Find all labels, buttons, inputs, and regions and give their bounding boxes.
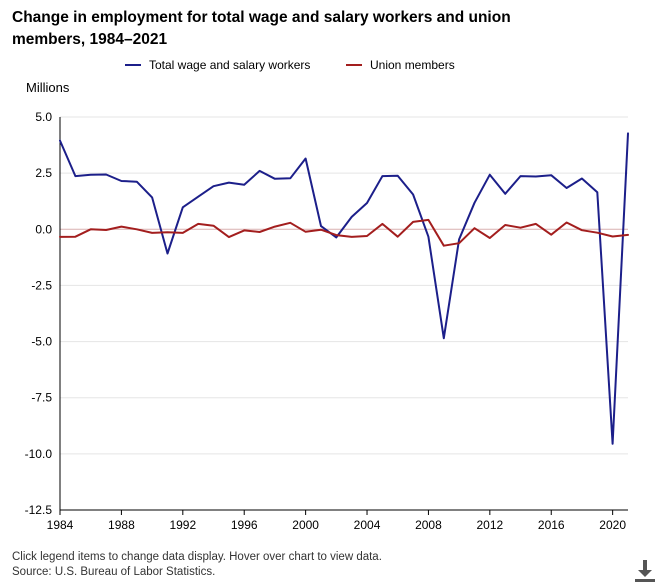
x-tick-label: 2020 (599, 518, 626, 532)
legend-item-total[interactable]: Total wage and salary workers (125, 58, 310, 72)
y-tick-label: -10.0 (25, 447, 53, 461)
x-tick-label: 1988 (108, 518, 135, 532)
x-tick-label: 2008 (415, 518, 442, 532)
y-tick-label: -12.5 (25, 503, 53, 517)
y-tick-label: 0.0 (35, 222, 52, 236)
legend-swatch-total (125, 64, 141, 66)
footnote: Click legend items to change data displa… (12, 551, 382, 563)
y-tick-label: 2.5 (35, 166, 52, 180)
legend-swatch-union (346, 64, 362, 66)
x-tick-label: 2016 (538, 518, 565, 532)
legend: Total wage and salary workers Union memb… (0, 58, 670, 80)
x-tick-label: 1992 (169, 518, 196, 532)
chart-title: Change in employment for total wage and … (12, 9, 511, 48)
download-icon[interactable] (632, 558, 658, 584)
y-tick-label: -7.5 (31, 391, 52, 405)
legend-label-total: Total wage and salary workers (149, 58, 311, 72)
legend-label-union: Union members (370, 58, 455, 72)
y-tick-label: -5.0 (31, 335, 52, 349)
x-tick-label: 2012 (476, 518, 503, 532)
y-tick-label: -2.5 (31, 278, 52, 292)
x-tick-label: 2000 (292, 518, 319, 532)
series-line-union-members (59, 218, 629, 247)
y-axis-unit-label: Millions (26, 80, 70, 95)
y-tick-label: 5.0 (35, 110, 52, 124)
legend-item-union[interactable]: Union members (346, 58, 455, 72)
series-line-total-wage-salary (59, 132, 629, 445)
x-tick-label: 1996 (231, 518, 258, 532)
x-tick-label: 1984 (47, 518, 74, 532)
x-tick-label: 2004 (354, 518, 381, 532)
source-note: Source: U.S. Bureau of Labor Statistics. (12, 566, 216, 578)
